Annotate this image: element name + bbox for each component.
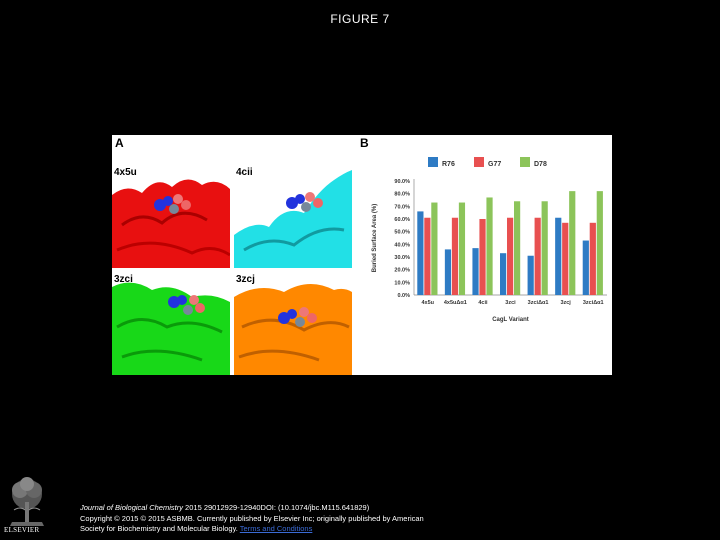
structure-4cii: 4cii [234, 165, 352, 268]
legend-swatch [428, 157, 438, 167]
structure-3zci: 3zci [112, 272, 230, 375]
x-axis-label: CagL Variant [492, 317, 529, 323]
structure-label: 4x5u [114, 167, 137, 178]
structure-4x5u: 4x5u [112, 165, 230, 268]
x-tick-label: 4cii [478, 300, 488, 306]
bar [424, 217, 431, 295]
bar [589, 222, 596, 295]
structure-label: 3zcj [236, 274, 255, 285]
bar [486, 197, 493, 295]
bar [555, 217, 562, 295]
y-tick-label: 20.0% [394, 268, 410, 274]
bar [417, 211, 424, 295]
y-tick-label: 80.0% [394, 192, 410, 198]
bar [444, 249, 452, 295]
page-title: FIGURE 7 [330, 12, 390, 26]
legend-label: R76 [442, 161, 455, 168]
bar [458, 202, 466, 295]
bar [596, 191, 603, 295]
citation-text: 2015 29012929-12940DOI: (10.1074/jbc.M11… [182, 503, 370, 512]
x-tick-label: 4x5u [422, 300, 435, 306]
x-tick-label: 3zciΔα1 [528, 300, 549, 306]
legend-label: D78 [534, 161, 547, 168]
bar [500, 253, 507, 295]
structure-label: 3zci [114, 274, 133, 285]
bar [431, 202, 438, 295]
bar [479, 219, 486, 295]
y-tick-label: 70.0% [394, 204, 410, 210]
y-tick-label: 40.0% [394, 242, 410, 248]
bar [472, 248, 479, 295]
journal-name[interactable]: Journal of Biological Chemistry [80, 503, 183, 512]
x-tick-label: 3zci [505, 300, 516, 306]
bar [569, 191, 576, 295]
bar [514, 201, 521, 295]
structure-label: 4cii [236, 167, 253, 178]
y-tick-label: 0.0% [397, 293, 410, 299]
panel-a-letter: A [115, 136, 124, 150]
x-tick-label: 4x5uΔα1 [444, 300, 467, 306]
bar [582, 240, 589, 295]
protein-surface-image [234, 165, 352, 268]
elsevier-logo-text: ELSEVIER [4, 526, 40, 534]
bar [541, 201, 548, 295]
y-tick-label: 60.0% [394, 217, 410, 223]
bar [507, 217, 514, 295]
figure-panel: A 4x5u 4cii 3zci [112, 135, 612, 375]
bar [562, 222, 569, 295]
y-tick-label: 30.0% [394, 255, 410, 261]
y-tick-label: 10.0% [394, 280, 410, 286]
protein-surface-image [112, 165, 230, 268]
panel-b-letter: B [360, 136, 369, 150]
copyright-text: Copyright © 2015 © 2015 ASBMB. Currently… [80, 513, 424, 523]
bar [527, 255, 534, 295]
legend-swatch [474, 157, 484, 167]
elsevier-tree-logo [6, 476, 48, 526]
bar [451, 217, 459, 295]
y-tick-label: 50.0% [394, 230, 410, 236]
y-axis-label: Buried Surface Area (%) [372, 204, 378, 272]
bar-chart: R76 G77 D78 0.0% 10.0% 20.0% 30.0% 40.0% 50.0% 60… [372, 157, 607, 323]
terms-link[interactable]: Terms and Conditions [239, 524, 313, 533]
protein-surface-image [234, 272, 352, 375]
society-text: Society for Biochemistry and Molecular B… [80, 524, 240, 533]
legend-swatch [520, 157, 530, 167]
bar [534, 217, 541, 295]
x-tick-label: 3zcj [560, 300, 571, 306]
y-tick-label: 90.0% [394, 179, 410, 185]
citation-footer: Journal of Biological Chemistry 2015 290… [80, 503, 424, 535]
legend-label: G77 [488, 161, 501, 168]
structure-3zcj: 3zcj [234, 272, 352, 375]
x-tick-label: 3zciΔα1 [583, 300, 604, 306]
protein-surface-image [112, 272, 230, 375]
